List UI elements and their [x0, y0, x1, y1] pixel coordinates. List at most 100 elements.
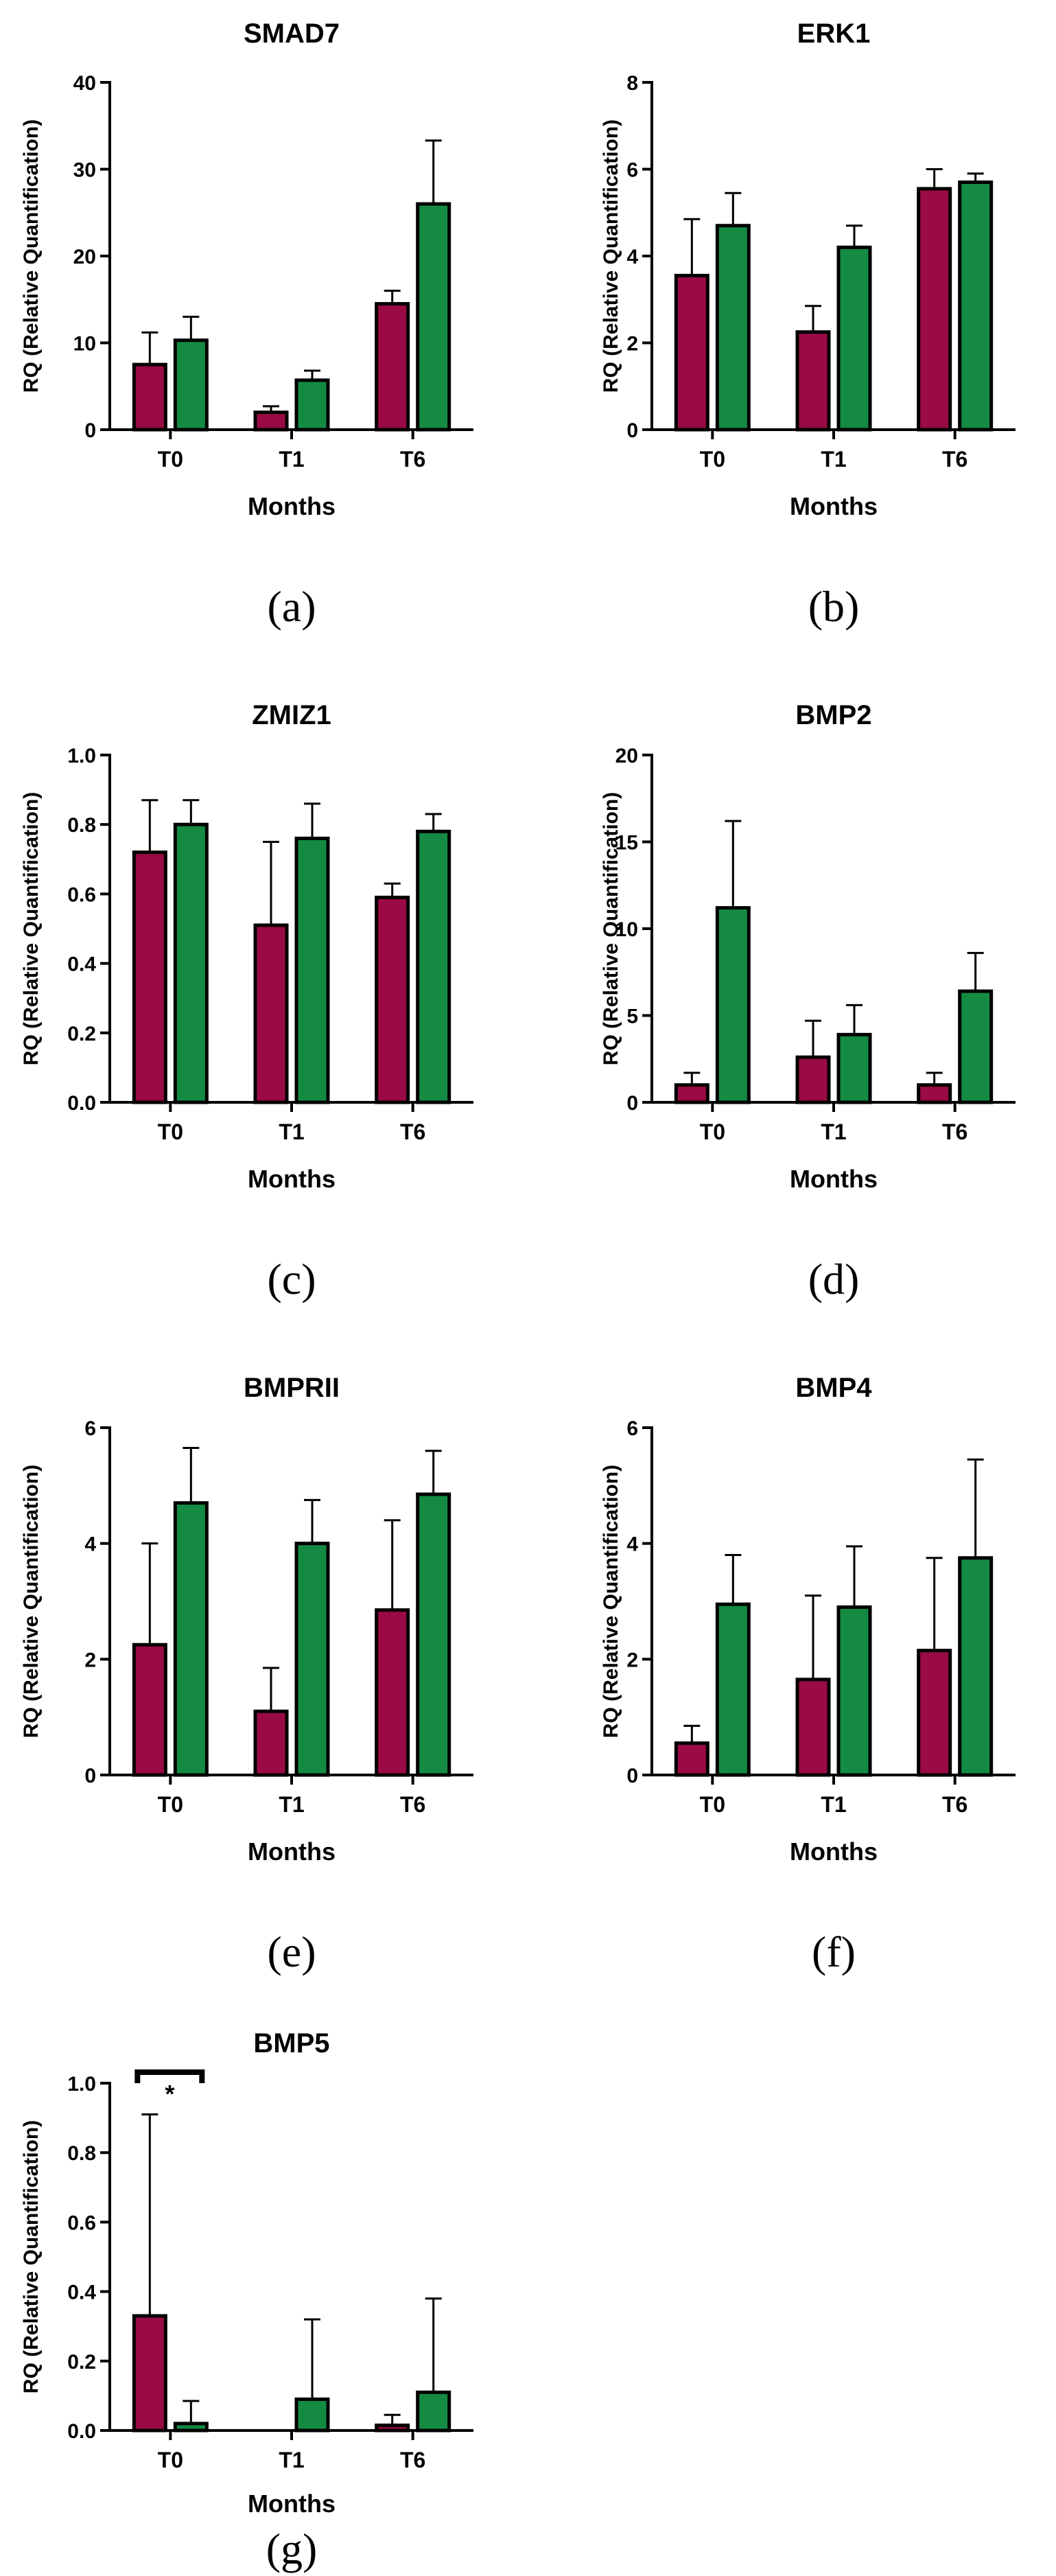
y-tick-label: 0.8 — [67, 2142, 96, 2165]
y-tick-label: 0 — [626, 419, 638, 442]
bar-2 — [294, 1542, 330, 1777]
bar-1 — [795, 1055, 831, 1104]
x-tick-label: T1 — [279, 2448, 304, 2472]
panel-label: (a) — [267, 582, 316, 631]
y-tick-label: 6 — [84, 1417, 96, 1440]
x-tick-label: T1 — [821, 447, 846, 472]
y-tick-label: 10 — [73, 333, 96, 356]
bar-1 — [375, 1608, 410, 1777]
bar-1 — [375, 302, 410, 432]
bar-1 — [917, 1649, 952, 1777]
y-tick-label: 0 — [84, 419, 96, 442]
y-tick-label: 4 — [626, 246, 638, 268]
x-axis-label: Months — [790, 1165, 878, 1193]
bar-1 — [917, 187, 952, 432]
chart-title: BMP4 — [795, 1373, 872, 1403]
y-tick-label: 1.0 — [67, 745, 96, 767]
panel-label: (d) — [808, 1255, 860, 1303]
x-tick-label: T6 — [942, 1792, 967, 1817]
panel-label: (g) — [266, 2525, 318, 2573]
chart-title: SMAD7 — [244, 19, 340, 49]
chart-title: BMPRII — [244, 1373, 340, 1403]
panel-label: (c) — [267, 1255, 316, 1303]
x-tick-label: T1 — [821, 1119, 846, 1144]
y-tick-label: 20 — [73, 246, 96, 268]
y-tick-label: 0.6 — [67, 2212, 96, 2234]
y-axis-label: RQ (Relative Quantification) — [20, 1465, 43, 1738]
bar-1 — [674, 1083, 709, 1104]
y-tick-label: 8 — [626, 72, 638, 95]
y-axis-label: RQ (Relative Quantification) — [20, 119, 43, 393]
panel-label: (f) — [812, 1927, 856, 1976]
x-tick-label: T6 — [400, 1119, 425, 1144]
y-tick-label: 10 — [615, 918, 638, 941]
bar-2 — [958, 180, 994, 432]
y-tick-label: 0 — [84, 1765, 96, 1787]
bar-1 — [253, 410, 289, 432]
x-axis-label: Months — [790, 492, 878, 520]
bar-2 — [958, 989, 994, 1104]
bar-2 — [958, 1556, 994, 1777]
bar-1 — [674, 273, 709, 432]
bar-2 — [416, 2390, 451, 2433]
y-tick-label: 6 — [626, 1417, 638, 1440]
y-tick-label: 0.8 — [67, 814, 96, 837]
bar-1 — [132, 362, 167, 432]
significance-bracket — [134, 2069, 205, 2083]
bar-2 — [416, 202, 451, 432]
bar-2 — [173, 1501, 209, 1777]
bar-2 — [715, 1602, 751, 1777]
bar-1 — [253, 923, 289, 1104]
bar-1 — [253, 1709, 289, 1777]
y-tick-label: 2 — [626, 1649, 638, 1671]
y-tick-label: 0 — [626, 1092, 638, 1115]
y-tick-label: 2 — [626, 333, 638, 356]
bar-2 — [715, 224, 751, 432]
bar-1 — [795, 330, 831, 432]
panel-label: (e) — [267, 1927, 316, 1976]
y-tick-label: 4 — [84, 1533, 96, 1556]
x-axis-label: Months — [790, 1837, 878, 1866]
x-tick-label: T0 — [700, 447, 725, 472]
chart-panel-bmp4: BMP4 RQ (Relative Quantification) Months (f… — [600, 1373, 1016, 1976]
y-tick-label: 30 — [73, 159, 96, 182]
significance-label: * — [165, 2080, 174, 2108]
y-tick-label: 0 — [626, 1765, 638, 1787]
chart-title: ZMIZ1 — [252, 700, 331, 730]
panel-label: (b) — [808, 582, 860, 631]
y-tick-label: 15 — [615, 832, 638, 855]
bar-2 — [836, 1605, 872, 1777]
x-tick-label: T1 — [279, 1792, 304, 1817]
y-tick-label: 6 — [626, 159, 638, 182]
y-tick-label: 5 — [626, 1006, 638, 1028]
x-tick-label: T6 — [400, 2448, 425, 2472]
bar-2 — [416, 1492, 451, 1777]
y-tick-label: 20 — [615, 745, 638, 767]
y-tick-label: 1.0 — [67, 2073, 96, 2096]
bar-2 — [836, 1032, 872, 1104]
bar-1 — [674, 1741, 709, 1777]
bar-1 — [795, 1678, 831, 1777]
bar-1 — [132, 1643, 167, 1777]
x-tick-label: T0 — [158, 2448, 183, 2472]
y-tick-label: 0.0 — [67, 2420, 96, 2443]
chart-panel-erk1: ERK1 RQ (Relative Quantification) Months (b… — [600, 19, 1016, 631]
x-axis-label: Months — [248, 492, 336, 520]
y-axis-label: RQ (Relative Quantification) — [600, 792, 622, 1065]
y-tick-label: 0.0 — [67, 1092, 96, 1115]
y-tick-label: 0.6 — [67, 883, 96, 906]
x-tick-label: T0 — [700, 1792, 725, 1817]
y-axis-label: RQ (Relative Quantification) — [20, 792, 43, 1065]
y-tick-label: 0.4 — [67, 2282, 96, 2304]
bar-2 — [173, 822, 209, 1104]
y-axis-label: RQ (Relative Quantification) — [20, 2120, 43, 2393]
y-tick-label: 2 — [84, 1649, 96, 1671]
x-tick-label: T1 — [821, 1792, 846, 1817]
y-axis-label: RQ (Relative Quantification) — [600, 1465, 622, 1738]
x-tick-label: T0 — [158, 447, 183, 472]
y-axis-label: RQ (Relative Quantification) — [600, 119, 622, 393]
x-tick-label: T0 — [158, 1119, 183, 1144]
bar-2 — [715, 906, 751, 1104]
bar-1 — [375, 895, 410, 1104]
